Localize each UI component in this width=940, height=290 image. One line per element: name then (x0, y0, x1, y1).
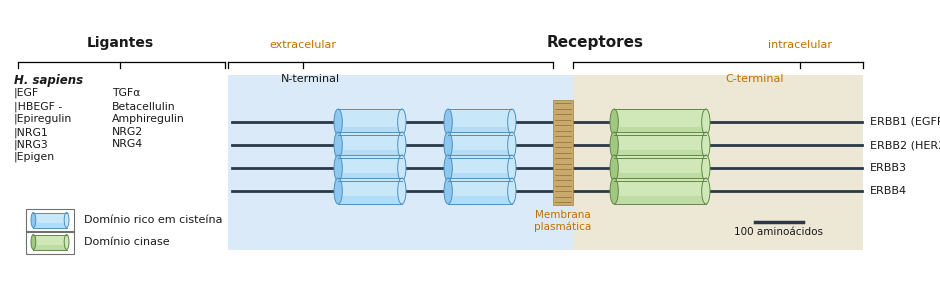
Bar (614, 178, 706, 204)
Bar (448, 155, 512, 181)
Text: ERBB2 (HER2): ERBB2 (HER2) (870, 140, 940, 150)
Bar (448, 173, 512, 181)
Text: TGFα: TGFα (112, 88, 140, 98)
Bar (338, 109, 401, 135)
Ellipse shape (444, 109, 452, 135)
Text: extracelular: extracelular (270, 40, 337, 50)
Bar (448, 127, 512, 135)
Text: |NRG3: |NRG3 (14, 139, 49, 150)
Ellipse shape (610, 132, 619, 158)
Text: intracelular: intracelular (768, 40, 832, 50)
Bar (228, 75, 573, 250)
Ellipse shape (64, 235, 69, 249)
Bar (614, 196, 706, 204)
Ellipse shape (508, 178, 516, 204)
Ellipse shape (398, 132, 406, 158)
Ellipse shape (398, 178, 406, 204)
Bar (338, 178, 401, 204)
Ellipse shape (398, 155, 406, 181)
Bar (553, 100, 573, 205)
Ellipse shape (398, 109, 406, 135)
Ellipse shape (508, 132, 516, 158)
Bar (614, 127, 706, 135)
Ellipse shape (31, 213, 36, 227)
Ellipse shape (444, 155, 452, 181)
Ellipse shape (31, 235, 36, 249)
Bar (338, 196, 401, 204)
Text: |Epiregulin: |Epiregulin (14, 114, 72, 124)
Text: C-terminal: C-terminal (726, 74, 784, 84)
Bar (338, 127, 401, 135)
Ellipse shape (610, 178, 619, 204)
Ellipse shape (64, 213, 69, 227)
Ellipse shape (334, 132, 342, 158)
Text: ERBB4: ERBB4 (870, 186, 907, 196)
Ellipse shape (701, 178, 710, 204)
Bar (614, 109, 706, 135)
Bar (614, 150, 706, 158)
Bar (614, 132, 706, 158)
Ellipse shape (334, 109, 342, 135)
Bar (573, 75, 863, 250)
Bar (338, 155, 401, 181)
Text: NRG4: NRG4 (112, 139, 143, 149)
Bar (338, 173, 401, 181)
Ellipse shape (701, 109, 710, 135)
Text: ERBB3: ERBB3 (870, 163, 907, 173)
Bar (448, 196, 512, 204)
Bar (614, 155, 706, 181)
Text: |HBEGF -: |HBEGF - (14, 102, 62, 113)
Text: |NRG1: |NRG1 (14, 127, 49, 137)
Bar (26, 231, 74, 254)
Ellipse shape (508, 155, 516, 181)
Text: |EGF: |EGF (14, 88, 39, 99)
Bar (338, 132, 401, 158)
Text: Receptores: Receptores (546, 35, 644, 50)
Ellipse shape (334, 178, 342, 204)
Text: Membrana
plasmática: Membrana plasmática (534, 210, 591, 232)
Bar (34, 223, 67, 227)
Ellipse shape (444, 132, 452, 158)
Text: Betacellulin: Betacellulin (112, 102, 176, 112)
Ellipse shape (508, 109, 516, 135)
Ellipse shape (701, 155, 710, 181)
Bar (448, 178, 512, 204)
Text: Domínio rico em cisteína: Domínio rico em cisteína (84, 215, 223, 225)
Text: H. sapiens: H. sapiens (14, 74, 83, 87)
Ellipse shape (610, 155, 619, 181)
Bar (34, 213, 67, 227)
Text: Ligantes: Ligantes (86, 36, 153, 50)
Ellipse shape (334, 155, 342, 181)
Bar (448, 109, 512, 135)
Ellipse shape (610, 109, 619, 135)
Bar (26, 209, 74, 232)
Text: NRG2: NRG2 (112, 127, 143, 137)
Bar (448, 150, 512, 158)
Ellipse shape (701, 132, 710, 158)
Text: N-terminal: N-terminal (280, 74, 339, 84)
Ellipse shape (444, 178, 452, 204)
Text: 100 aminoácidos: 100 aminoácidos (734, 227, 823, 237)
Bar (448, 132, 512, 158)
Text: |Epigen: |Epigen (14, 151, 55, 162)
Text: ERBB1 (EGFR): ERBB1 (EGFR) (870, 117, 940, 127)
Text: Amphiregulin: Amphiregulin (112, 114, 185, 124)
Bar (34, 245, 67, 249)
Bar (614, 173, 706, 181)
Bar (338, 150, 401, 158)
Bar (34, 235, 67, 249)
Text: Domínio cinase: Domínio cinase (84, 237, 169, 247)
